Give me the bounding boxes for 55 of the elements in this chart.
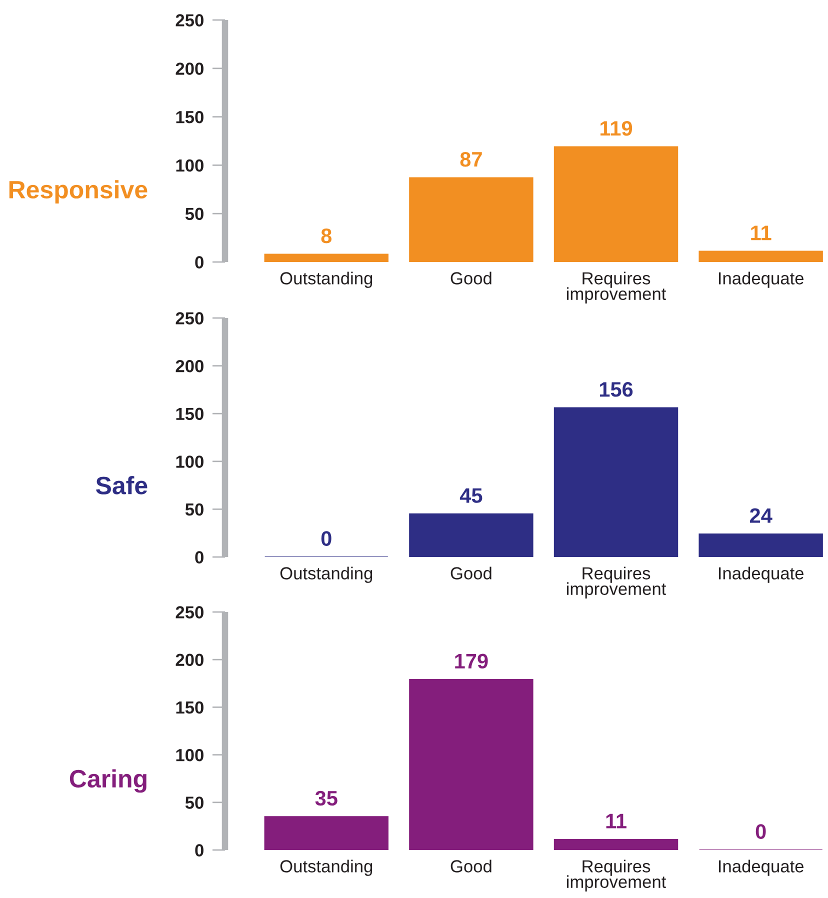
x-tick-label: Good <box>450 860 492 872</box>
y-tick-label: 250 <box>176 606 204 618</box>
text: Responsive <box>9 180 148 204</box>
bar <box>554 407 678 557</box>
x-tick-label: Requires improvement <box>567 272 666 304</box>
data-label: 24 <box>750 508 772 523</box>
x-tick-label: Good <box>450 566 492 580</box>
x-tick-label: Inadequate <box>718 272 804 288</box>
data-label: 45 <box>460 488 482 503</box>
data-label: 179 <box>455 654 488 669</box>
bar <box>264 816 388 850</box>
y-tick-label: 0 <box>195 844 204 856</box>
y-tick-label: 200 <box>176 360 204 372</box>
x-tick-label: Good <box>450 272 492 284</box>
y-tick-label: 150 <box>176 408 204 420</box>
y-tick-label: 250 <box>176 14 204 26</box>
data-label: 0 <box>321 531 332 546</box>
bar <box>554 146 678 262</box>
bar <box>409 177 534 262</box>
y-tick-label: 150 <box>176 110 204 124</box>
y-tick-label: 50 <box>185 503 204 516</box>
x-tick-label: Inadequate <box>718 860 804 876</box>
y-tick-label: 50 <box>185 796 204 809</box>
y-tick-label: 50 <box>185 208 204 220</box>
data-label: 8 <box>321 228 332 244</box>
bar <box>409 513 534 557</box>
text: Safe <box>96 476 148 494</box>
bar <box>554 838 678 850</box>
data-label: 0 <box>756 824 766 839</box>
bar <box>698 250 823 262</box>
y-tick-label: 200 <box>176 654 204 666</box>
x-tick-label: Requires improvement <box>567 860 666 892</box>
bar <box>264 254 388 262</box>
data-label: 119 <box>600 120 632 136</box>
data-label: 11 <box>606 814 626 828</box>
data-label: 156 <box>600 382 633 397</box>
data-label: 87 <box>460 152 482 167</box>
data-label: 11 <box>751 226 772 240</box>
x-tick-label: Outstanding <box>280 860 372 876</box>
text: Caring <box>70 769 146 793</box>
y-tick-label: 250 <box>176 312 204 324</box>
bar <box>409 679 534 850</box>
y-tick-label: 0 <box>195 551 204 564</box>
y-tick-label: 200 <box>176 62 204 75</box>
x-tick-label: Requires improvement <box>567 566 666 598</box>
x-tick-label: Inadequate <box>718 566 804 583</box>
y-tick-label: 150 <box>176 701 204 714</box>
bar <box>698 534 823 557</box>
y-tick-label: 100 <box>176 159 204 172</box>
y-tick-label: 0 <box>195 256 204 268</box>
data-label: 35 <box>315 790 338 806</box>
y-tick-label: 100 <box>176 748 204 762</box>
y-tick-label: 100 <box>176 456 204 468</box>
x-tick-label: Outstanding <box>280 566 372 583</box>
x-tick-label: Outstanding <box>280 272 372 288</box>
